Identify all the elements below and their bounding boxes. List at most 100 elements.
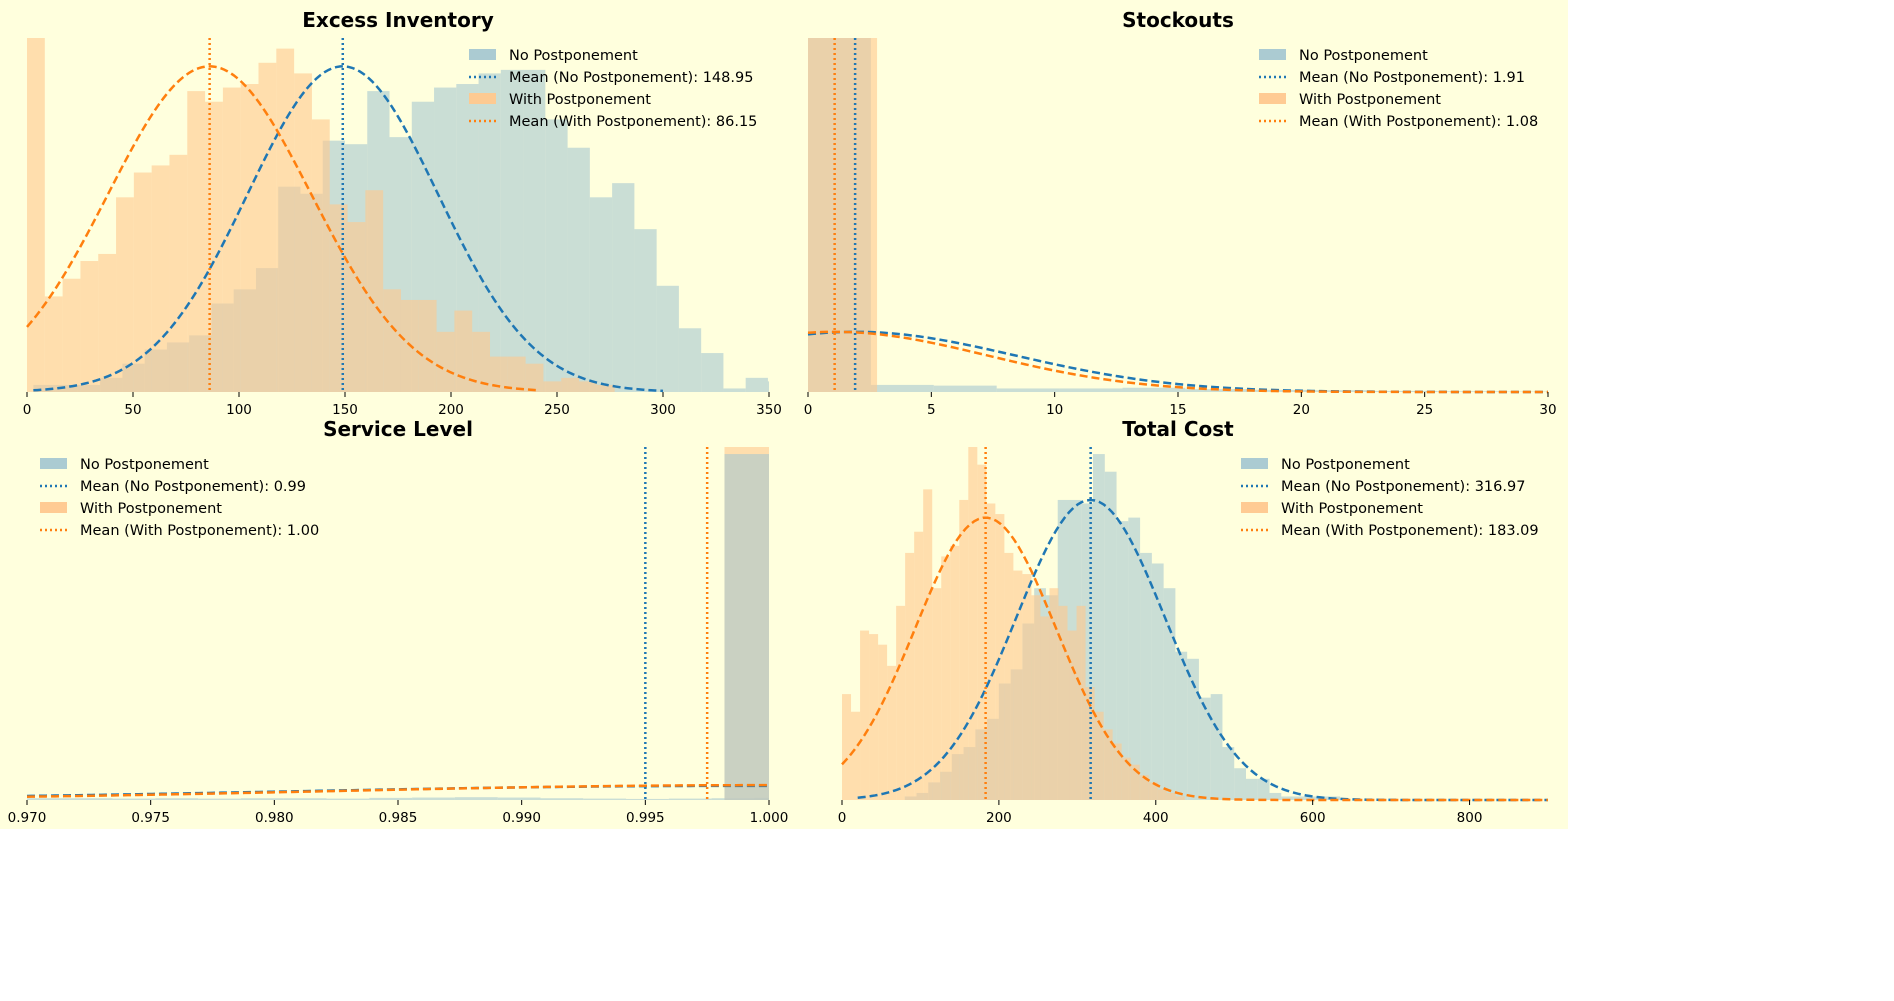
service-level-legend-patch-no (40, 458, 67, 469)
excess-inventory-hist-with (27, 38, 615, 393)
excess-inventory-bar-with (418, 299, 437, 392)
total-cost-bar-no (1140, 552, 1152, 800)
excess-inventory-bar-with (205, 101, 223, 392)
service-level-xtick-label: 1.000 (750, 810, 789, 826)
total-cost-bar-no (1151, 563, 1164, 800)
excess-inventory-bar-with (543, 381, 562, 392)
excess-inventory-bar-with (240, 84, 259, 393)
service-level-bar-no (27, 798, 70, 800)
total-cost-title: Total Cost (1122, 417, 1234, 441)
stockouts-xtick-label: 5 (927, 402, 936, 418)
service-level-fit-curve-with (26, 783, 769, 798)
total-cost-bar-with (878, 644, 888, 800)
service-level-bar-no (626, 798, 669, 800)
excess-inventory-bar-with (561, 377, 580, 392)
total-cost-bar-no (1234, 768, 1246, 800)
total-cost-bar-with (896, 605, 906, 800)
service-level-legend-label: Mean (With Postponement): 1.00 (80, 523, 319, 539)
excess-inventory-bar-no (678, 328, 702, 392)
total-cost-bar-with (1076, 605, 1086, 800)
excess-inventory-bar-with (329, 204, 348, 392)
stockouts-fit-curve-with (807, 330, 1548, 394)
total-cost-legend-patch-with (1241, 502, 1268, 513)
excess-inventory-bar-no (612, 183, 635, 392)
stockouts-bar-no (1059, 388, 1123, 392)
stockouts-bar-no (1248, 389, 1312, 392)
excess-inventory-bar-no (567, 147, 590, 392)
total-cost-bar-with (869, 634, 879, 800)
total-cost-bar-with (995, 514, 1005, 800)
excess-inventory-bar-no (634, 229, 657, 392)
total-cost-bar-with (1139, 775, 1149, 800)
total-cost-bar-with (1112, 743, 1122, 800)
service-level-legend-label: With Postponement (80, 501, 222, 517)
stockouts-legend-label: No Postponement (1299, 48, 1428, 64)
service-level-bar-no (412, 797, 455, 800)
stockouts-xtick-label: 0 (804, 402, 813, 418)
total-cost-bar-with (950, 545, 960, 800)
total-cost-bar-with (968, 447, 978, 800)
stockouts-hist-with (808, 38, 878, 392)
total-cost-bar-no (1245, 778, 1258, 800)
excess-inventory-bar-with (222, 87, 241, 392)
stockouts-bar-no (1122, 387, 1186, 392)
excess-inventory-bar-no (767, 381, 769, 392)
total-cost-legend-label: No Postponement (1281, 457, 1410, 473)
total-cost-bar-with (1040, 616, 1050, 800)
total-cost-bar-no (1175, 651, 1188, 800)
service-level-xtick-label: 0.995 (626, 810, 665, 826)
stockouts-legend: No Postponement Mean (No Postponement): 1… (1259, 48, 1538, 130)
stockouts-xtick-label: 15 (1169, 402, 1186, 418)
excess-inventory-bar-with (62, 278, 81, 392)
excess-inventory-legend-label: Mean (No Postponement): 148.95 (509, 70, 753, 86)
stockouts-legend-patch-no (1259, 49, 1286, 60)
total-cost-bar-with (977, 464, 987, 800)
total-cost-legend-label: Mean (With Postponement): 183.09 (1281, 523, 1539, 539)
service-level-bar-no (583, 798, 627, 800)
total-cost-xtick-label: 200 (986, 810, 1012, 826)
stockouts-xtick-label: 10 (1046, 402, 1063, 418)
total-cost-bar-with (905, 552, 915, 800)
total-cost-bar-with (1031, 595, 1041, 800)
stockouts-bar-no (870, 384, 934, 392)
service-level-bar-no (668, 798, 712, 800)
total-cost-bar-no (1187, 658, 1199, 800)
stockouts-xtick-label: 25 (1416, 402, 1433, 418)
total-cost-bar-with (1157, 789, 1167, 800)
excess-inventory-bar-no (478, 73, 501, 393)
total-cost-bar-with (1148, 782, 1158, 800)
excess-inventory-bar-with (579, 381, 597, 392)
excess-inventory-bar-no (545, 119, 568, 393)
excess-inventory-bar-with (454, 310, 473, 392)
stockouts-xtick-label: 30 (1539, 402, 1556, 418)
service-level-chart: Service Level 0.970 0.975 0.980 0.985 0.990 0.… (8, 417, 789, 826)
excess-inventory-legend-patch-with (469, 93, 496, 104)
excess-inventory-bar-with (490, 356, 508, 392)
total-cost-bar-no (1128, 517, 1141, 800)
total-cost-fit-curve-with (841, 516, 1548, 802)
service-level-legend-label: Mean (No Postponement): 0.99 (80, 479, 306, 495)
total-cost-bar-with (842, 694, 852, 800)
stockouts-legend-label: Mean (With Postponement): 1.08 (1299, 114, 1538, 130)
excess-inventory-bar-with (44, 296, 63, 392)
excess-inventory-bar-with (187, 91, 206, 392)
excess-inventory-xtick-label: 250 (544, 402, 570, 418)
excess-inventory-xtick-label: 50 (124, 402, 141, 418)
total-cost-bar-with (1013, 570, 1023, 800)
service-level-bar-no (497, 797, 541, 800)
total-cost-bar-with (914, 531, 924, 800)
excess-inventory-bar-with (276, 48, 295, 393)
total-cost-xtick-label: 400 (1143, 810, 1169, 826)
service-level-xtick-label: 0.980 (255, 810, 294, 826)
total-cost-bar-with (1049, 588, 1059, 800)
total-cost-bar-with (932, 588, 942, 800)
excess-inventory-fit-curve-no (33, 65, 664, 393)
stockouts-xtick-label: 20 (1293, 402, 1310, 418)
excess-inventory-chart: Excess Inventory 0 50 100 150 200 250 300 350 No … (23, 8, 782, 418)
service-level-xtick-label: 0.990 (502, 810, 541, 826)
total-cost-bar-no (1093, 454, 1105, 800)
total-cost-bar-no (1210, 694, 1223, 800)
total-cost-bar-with (959, 499, 969, 800)
service-level-legend: No Postponement Mean (No Postponement): 0… (40, 457, 319, 539)
